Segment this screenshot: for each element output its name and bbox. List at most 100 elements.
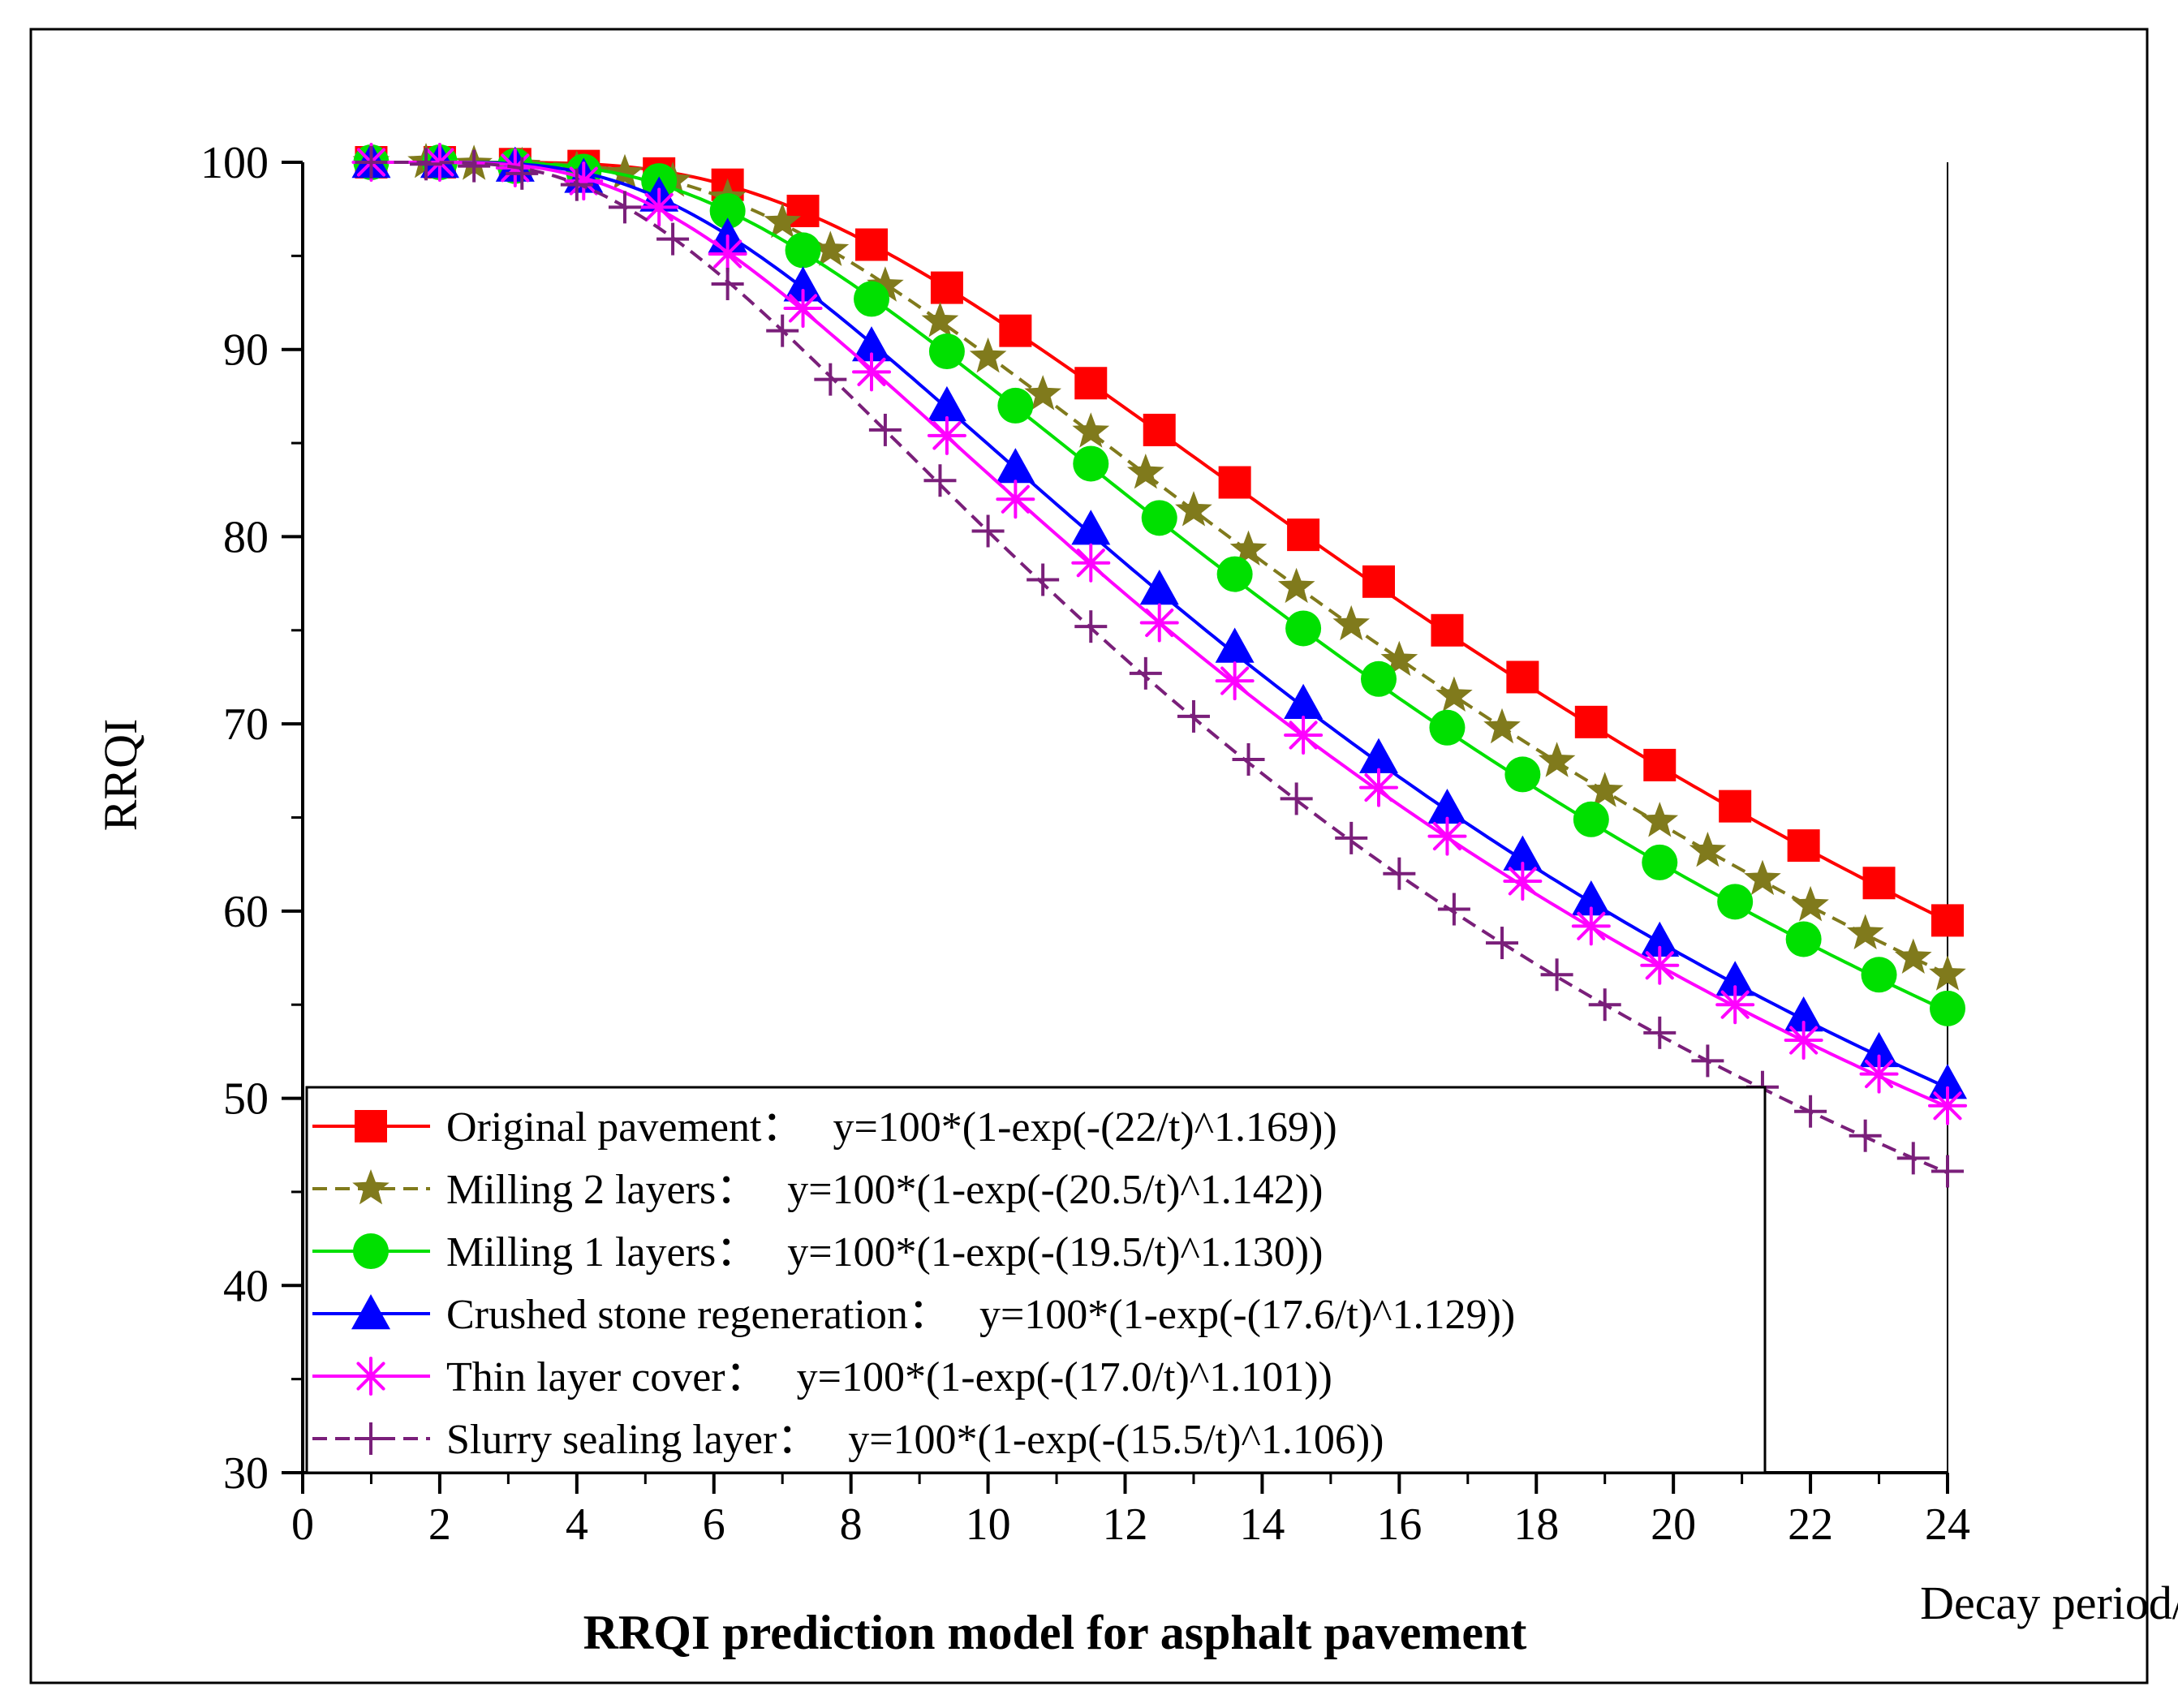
y-tick-label: 70 xyxy=(223,699,269,750)
data-point-milling-1-layers xyxy=(709,192,746,229)
legend-item-milling-1-layers: Milling 1 layers： y=100*(1-exp(-(19.5/t)^… xyxy=(312,1229,1323,1276)
legend-marker xyxy=(351,1294,390,1330)
legend-equation: y=100*(1-exp(-(19.5/t)^1.130)) xyxy=(787,1229,1323,1276)
data-point-thin-layer-cover xyxy=(1284,715,1324,755)
data-point-crushed-stone-regeneration xyxy=(1784,996,1823,1032)
data-point-original-pavement xyxy=(1643,748,1677,781)
y-tick-label: 40 xyxy=(223,1261,269,1311)
data-point-thin-layer-cover xyxy=(1715,985,1755,1025)
data-point-milling-1-layers xyxy=(928,333,965,370)
data-point-milling-2-layers xyxy=(1072,412,1110,448)
data-point-original-pavement xyxy=(1862,867,1896,900)
data-point-crushed-stone-regeneration xyxy=(1071,510,1111,545)
data-point-slurry-sealing-layer xyxy=(766,314,799,347)
data-point-slurry-sealing-layer xyxy=(560,168,593,201)
data-point-milling-1-layers xyxy=(785,232,821,269)
legend-item-slurry-sealing-layer: Slurry sealing layer： y=100*(1-exp(-(15.5… xyxy=(312,1417,1384,1463)
data-point-original-pavement xyxy=(855,228,889,261)
data-point-slurry-sealing-layer xyxy=(1794,1095,1827,1128)
data-point-slurry-sealing-layer xyxy=(1383,857,1416,890)
legend-equation: y=100*(1-exp(-(20.5/t)^1.142)) xyxy=(787,1167,1323,1213)
data-point-original-pavement xyxy=(999,314,1032,347)
x-tick-label: 14 xyxy=(1239,1499,1285,1550)
data-point-milling-1-layers xyxy=(1141,500,1177,536)
data-point-thin-layer-cover xyxy=(1427,816,1467,856)
data-point-thin-layer-cover xyxy=(1358,768,1398,807)
data-point-slurry-sealing-layer xyxy=(1691,1044,1724,1078)
data-point-milling-2-layers xyxy=(1894,938,1932,974)
data-point-milling-1-layers xyxy=(1216,556,1253,592)
asterisk-stroke xyxy=(1001,484,1030,514)
data-point-slurry-sealing-layer xyxy=(711,267,744,300)
data-point-original-pavement xyxy=(1931,904,1964,937)
data-point-milling-2-layers xyxy=(1689,832,1727,867)
data-point-slurry-sealing-layer xyxy=(1437,893,1470,926)
data-point-milling-1-layers xyxy=(1642,844,1678,880)
data-point-crushed-stone-regeneration xyxy=(1139,570,1179,605)
data-point-slurry-sealing-layer xyxy=(1335,821,1368,854)
data-point-milling-2-layers xyxy=(1127,454,1164,489)
x-tick-label: 6 xyxy=(703,1499,725,1550)
asterisk-stroke xyxy=(932,421,962,450)
asterisk-stroke xyxy=(857,357,886,386)
data-point-crushed-stone-regeneration xyxy=(783,266,823,302)
data-point-milling-1-layers xyxy=(1785,921,1822,957)
data-point-milling-2-layers xyxy=(1436,676,1473,712)
data-point-milling-1-layers xyxy=(1360,660,1397,697)
chart-title: RRQI prediction model for asphalt paveme… xyxy=(583,1606,1527,1659)
legend-label: Thin layer cover： xyxy=(446,1354,768,1400)
legend-equation: y=100*(1-exp(-(17.0/t)^1.101)) xyxy=(797,1354,1332,1400)
data-point-crushed-stone-regeneration xyxy=(1427,788,1467,824)
asterisk-stroke xyxy=(1720,990,1750,1019)
x-tick-label: 0 xyxy=(291,1499,314,1550)
asterisk-stroke xyxy=(1432,822,1462,851)
data-point-milling-2-layers xyxy=(1846,914,1884,949)
legend-item-original-pavement: Original pavement： y=100*(1-exp(-(22/t)^1… xyxy=(312,1104,1337,1151)
y-tick-label: 50 xyxy=(223,1074,269,1125)
legend-equation: y=100*(1-exp(-(15.5/t)^1.106)) xyxy=(848,1417,1384,1463)
data-point-original-pavement xyxy=(1506,660,1539,694)
asterisk-stroke xyxy=(1508,867,1537,896)
legend-equation: y=100*(1-exp(-(22/t)^1.169)) xyxy=(833,1104,1336,1151)
data-point-slurry-sealing-layer xyxy=(814,363,847,396)
series-line-slurry-sealing-layer xyxy=(371,161,1948,1175)
data-point-milling-2-layers xyxy=(1744,859,1781,896)
data-point-milling-1-layers xyxy=(854,281,890,317)
asterisk-stroke xyxy=(1145,609,1174,638)
data-point-slurry-sealing-layer xyxy=(1232,742,1265,776)
legend-label: Crushed stone regeneration： xyxy=(446,1292,950,1338)
data-point-thin-layer-cover xyxy=(1859,1054,1899,1094)
data-point-milling-1-layers xyxy=(1861,957,1897,993)
data-point-slurry-sealing-layer xyxy=(1643,1016,1677,1049)
y-tick-label: 90 xyxy=(223,325,269,376)
x-tick-label: 16 xyxy=(1376,1499,1422,1550)
asterisk-stroke xyxy=(1220,666,1250,695)
data-point-slurry-sealing-layer xyxy=(1540,958,1573,992)
data-point-slurry-sealing-layer xyxy=(608,191,641,224)
y-tick-label: 60 xyxy=(223,887,269,937)
data-point-thin-layer-cover xyxy=(1784,1021,1823,1061)
data-point-thin-layer-cover xyxy=(1928,1086,1967,1125)
data-point-original-pavement xyxy=(1287,518,1320,552)
data-point-original-pavement xyxy=(1362,565,1395,598)
data-point-original-pavement xyxy=(1143,413,1176,446)
data-point-crushed-stone-regeneration xyxy=(927,385,966,422)
data-point-slurry-sealing-layer xyxy=(458,149,491,183)
data-point-original-pavement xyxy=(1787,829,1820,863)
asterisk-stroke xyxy=(713,239,742,269)
data-point-thin-layer-cover xyxy=(1571,906,1611,946)
data-point-milling-2-layers xyxy=(1277,567,1315,604)
data-point-thin-layer-cover xyxy=(1640,945,1680,985)
data-point-milling-2-layers xyxy=(811,230,850,266)
data-point-thin-layer-cover xyxy=(1139,603,1179,643)
x-tick-label: 24 xyxy=(1925,1499,1970,1550)
data-point-crushed-stone-regeneration xyxy=(1284,683,1324,719)
x-tick-label: 18 xyxy=(1513,1499,1559,1550)
asterisk-stroke xyxy=(1645,951,1674,980)
data-point-crushed-stone-regeneration xyxy=(1715,961,1755,996)
legend-item-milling-2-layers: Milling 2 layers： y=100*(1-exp(-(20.5/t)^… xyxy=(312,1167,1323,1213)
data-point-crushed-stone-regeneration xyxy=(996,448,1035,484)
legend: Original pavement： y=100*(1-exp(-(22/t)^1… xyxy=(305,1086,1767,1474)
y-axis-title: RRQI xyxy=(94,719,147,832)
